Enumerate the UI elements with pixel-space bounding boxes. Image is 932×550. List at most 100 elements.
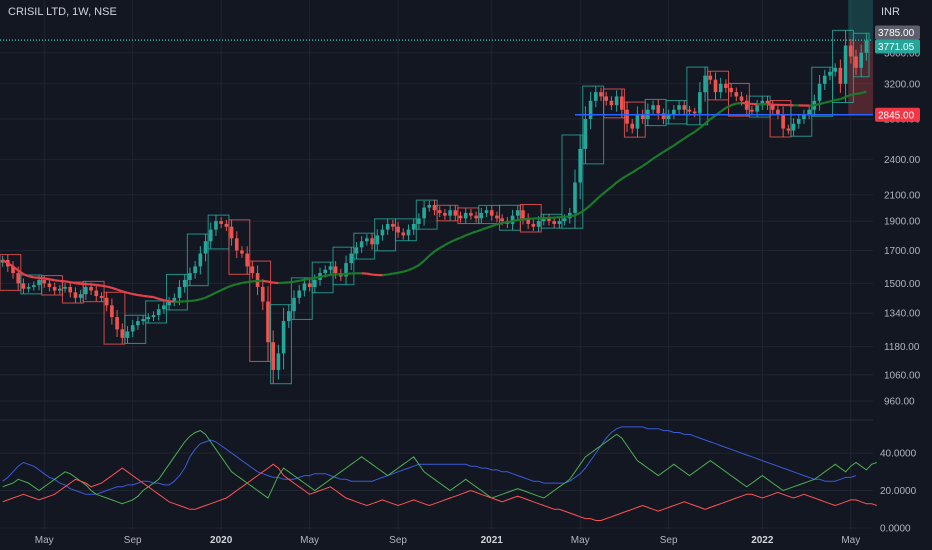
price-tick-label: 1900.00 [884, 217, 921, 228]
moving-average-segment [845, 93, 852, 98]
moving-average-segment [90, 283, 97, 287]
moving-average-segment [579, 208, 587, 214]
time-tick-label: May [300, 535, 319, 546]
moving-average-segment [101, 284, 107, 288]
moving-average-segment [517, 218, 524, 222]
moving-average-segment [662, 147, 670, 153]
moving-average-segment [819, 101, 826, 106]
moving-average [2, 90, 867, 303]
moving-average-segment [480, 226, 487, 231]
moving-average-segment [605, 186, 613, 193]
candle-body [136, 321, 140, 326]
moving-average-segment [408, 266, 415, 272]
moving-average-segment [314, 275, 321, 280]
chart-title: CRISIL LTD, 1W, NSE [8, 6, 117, 18]
candle-body [515, 210, 520, 216]
candle-group-box [394, 218, 417, 242]
time-axis[interactable]: May Sep 2020 May Sep 2021 May Sep 2022 May [35, 535, 860, 546]
candle-body [583, 118, 588, 149]
candle-body [755, 105, 759, 112]
moving-average-segment [855, 92, 862, 96]
moving-average-segment [75, 282, 81, 285]
candle-body [89, 286, 93, 291]
candle-body [458, 215, 463, 219]
candle-body [698, 92, 702, 114]
moving-average-segment [169, 300, 175, 303]
moving-average-segment [137, 293, 144, 297]
moving-average-segment [111, 286, 118, 291]
candle-body [32, 285, 36, 287]
candle-body [437, 210, 442, 213]
candle-body [26, 286, 31, 289]
moving-average-segment [668, 144, 675, 150]
moving-average-segment [96, 283, 102, 287]
moving-average-segment [382, 273, 388, 277]
price-axis[interactable]: 960.00 1060.00 1180.00 1340.00 1500.00 1700.0… [884, 48, 921, 407]
moving-average-segment [153, 296, 160, 300]
moving-average-segment [610, 181, 618, 188]
moving-average-segment [595, 194, 602, 201]
candle-body [177, 286, 182, 298]
candle-body [396, 226, 400, 233]
moving-average-segment [814, 102, 820, 107]
candle-body [292, 297, 296, 312]
price-label-text: 2845.00 [878, 110, 915, 121]
candle-body [286, 311, 291, 322]
candle-group-box [748, 95, 771, 118]
candle-body [822, 75, 827, 84]
moving-average-segment [860, 90, 867, 95]
candle-body [630, 123, 635, 129]
candle-body [245, 253, 249, 267]
candle-body [807, 109, 811, 115]
moving-average-segment [121, 290, 128, 294]
candle-body [781, 114, 785, 129]
price-label-text: 3785.00 [878, 28, 915, 39]
price-tick-label: 1500.00 [884, 279, 921, 290]
moving-average-segment [413, 264, 420, 269]
moving-average-segment [631, 168, 639, 174]
moving-average-segment [220, 286, 227, 292]
moving-average-segment [142, 294, 149, 298]
moving-average-segment [642, 161, 649, 167]
candle-body [802, 114, 806, 119]
moving-average-segment [158, 297, 165, 302]
moving-average-segment [236, 281, 243, 286]
moving-average-segment [657, 151, 665, 157]
moving-average-segment [839, 95, 847, 101]
moving-average-segment [725, 104, 732, 109]
candle-group-box [290, 277, 313, 320]
candle-body [344, 263, 348, 277]
indicator-tick-label: 20.0000 [880, 486, 917, 497]
moving-average-segment [470, 230, 477, 235]
candle-body [859, 52, 864, 68]
moving-average-segment [491, 223, 498, 228]
candle-group-box [186, 233, 209, 287]
moving-average-segment [496, 222, 503, 226]
currency-label: INR [881, 6, 900, 18]
moving-average-segment [70, 281, 76, 285]
grid [0, 0, 873, 530]
moving-average-segment [746, 102, 753, 106]
candle-body [443, 212, 447, 216]
candle-body [557, 221, 562, 224]
candle-body [500, 218, 504, 222]
moving-average-segment [387, 272, 394, 276]
candle-body [672, 109, 676, 115]
moving-average-segment [189, 299, 196, 303]
candle-group-box [665, 100, 688, 125]
moving-average-segment [116, 288, 123, 293]
candle-body [817, 83, 822, 101]
candle-body [271, 342, 276, 370]
candle-body [609, 100, 614, 106]
candle-body [297, 290, 302, 298]
candle-body [604, 96, 609, 101]
moving-average-segment [163, 299, 170, 303]
moving-average-segment [652, 154, 659, 160]
moving-average-segment [293, 279, 300, 283]
candle-body [708, 75, 713, 80]
candle-body [68, 286, 73, 293]
candle-body [838, 67, 843, 84]
candle-body [281, 321, 286, 354]
candle-body [214, 221, 218, 230]
candle-group-box [374, 218, 396, 252]
